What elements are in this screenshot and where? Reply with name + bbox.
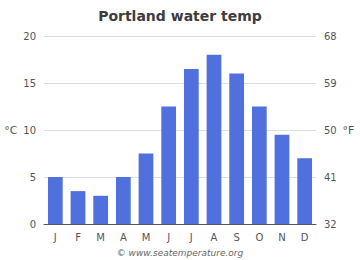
svg-text:°C: °C (4, 124, 18, 137)
svg-text:32: 32 (324, 219, 337, 230)
svg-text:O: O (255, 232, 263, 243)
svg-text:68: 68 (324, 31, 337, 42)
svg-text:© www.seatemperature.org: © www.seatemperature.org (117, 248, 244, 258)
svg-text:59: 59 (324, 78, 337, 89)
svg-text:S: S (233, 232, 239, 243)
svg-text:15: 15 (23, 78, 36, 89)
svg-text:D: D (301, 232, 309, 243)
svg-text:J: J (166, 232, 170, 243)
svg-text:0: 0 (30, 219, 36, 230)
svg-text:J: J (53, 232, 57, 243)
svg-text:10: 10 (23, 125, 36, 136)
svg-text:A: A (120, 232, 127, 243)
svg-text:J: J (189, 232, 193, 243)
svg-text:F: F (75, 232, 81, 243)
svg-text:M: M (96, 232, 105, 243)
svg-text:50: 50 (324, 125, 337, 136)
svg-text:M: M (142, 232, 151, 243)
svg-text:20: 20 (23, 31, 36, 42)
svg-text:°F: °F (343, 124, 355, 137)
svg-text:Portland water temp: Portland water temp (98, 8, 262, 24)
svg-text:41: 41 (324, 172, 337, 183)
svg-text:N: N (278, 232, 285, 243)
svg-text:A: A (211, 232, 218, 243)
svg-text:5: 5 (30, 172, 36, 183)
